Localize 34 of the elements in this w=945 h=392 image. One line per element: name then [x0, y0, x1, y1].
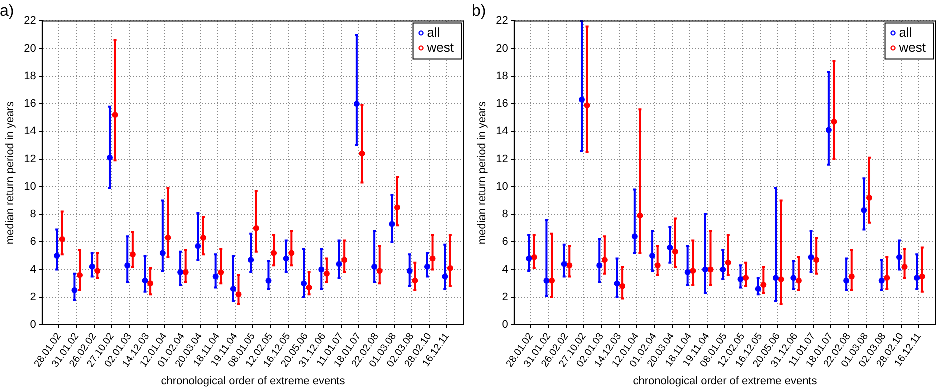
legend-label: west	[898, 40, 926, 55]
legend-label: all	[427, 24, 440, 40]
y-tick-label: 8	[30, 208, 36, 221]
y-tick-label: 20	[24, 42, 36, 55]
y-tick-label: 22	[496, 15, 508, 28]
x-axis-title: chronological order of extreme events	[161, 375, 346, 388]
y-tick-label: 2	[502, 291, 508, 304]
chart-title: a)	[0, 3, 14, 20]
y-tick-label: 22	[24, 15, 36, 28]
legend-label: west	[426, 40, 454, 55]
y-tick-label: 2	[30, 291, 36, 304]
chart-title: b)	[472, 3, 486, 20]
y-tick-label: 6	[502, 236, 508, 248]
y-tick-label: 14	[496, 126, 508, 138]
y-tick-label: 12	[496, 153, 508, 166]
y-tick-label: 4	[502, 264, 508, 276]
y-tick-label: 18	[24, 70, 36, 82]
legend-label: all	[899, 24, 912, 40]
y-axis-title: median return period in years	[476, 101, 489, 245]
y-tick-label: 10	[24, 180, 36, 193]
y-tick-label: 12	[24, 153, 36, 166]
y-tick-label: 6	[30, 236, 36, 248]
y-tick-label: 16	[496, 98, 508, 110]
y-axis-title: median return period in years	[4, 101, 17, 245]
y-tick-label: 20	[496, 42, 508, 55]
y-tick-label: 16	[24, 98, 36, 110]
y-tick-label: 0	[502, 319, 508, 332]
y-tick-label: 4	[30, 264, 36, 276]
y-tick-label: 18	[496, 70, 508, 82]
y-tick-label: 8	[502, 208, 508, 221]
x-axis-title: chronological order of extreme events	[633, 375, 818, 388]
y-tick-label: 10	[496, 180, 508, 193]
y-tick-label: 14	[24, 126, 36, 138]
y-tick-label: 0	[30, 319, 36, 332]
